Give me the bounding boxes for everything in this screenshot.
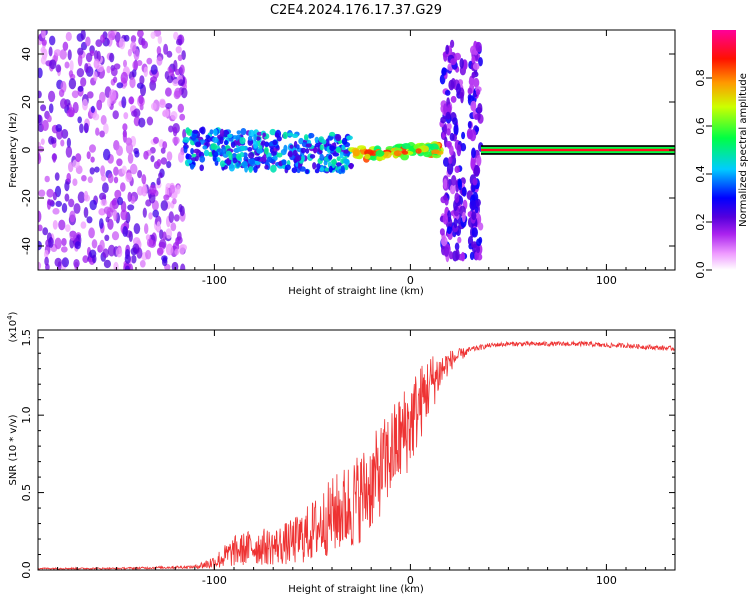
- colorbar-tick-label: 0.4: [694, 165, 707, 183]
- spectrogram-x-ticks: -100 0 100: [57, 30, 666, 287]
- spectrogram-y-tick-label: 20: [20, 95, 33, 109]
- snr-y-ticks: 0.0 0.5 1.0 1.5: [20, 329, 675, 579]
- chart-title: C2E4.2024.176.17.37.G29: [270, 3, 442, 18]
- colorbar-scale: [712, 30, 736, 270]
- snr-x-ticks: -100 0 100: [57, 330, 666, 587]
- snr-plot-area: [38, 340, 675, 570]
- spectrogram-plot-area: [38, 30, 675, 270]
- spectrogram-panel: -100 0 100 -40 -20 0 20 40 Height of straight …: [8, 29, 676, 297]
- snr-y-tick-label: 0.0: [20, 561, 33, 579]
- spectrogram-x-label: Height of straight line (km): [288, 286, 424, 297]
- colorbar-tick-label: 0.8: [694, 69, 707, 87]
- spectrogram-x-tick-label: -100: [202, 274, 227, 287]
- snr-x-tick-label: 0: [407, 574, 414, 587]
- spectrogram-y-tick-label: -20: [20, 189, 33, 207]
- spectrogram-y-ticks: -40 -20 0 20 40: [20, 47, 675, 255]
- spectrogram-y-tick-label: 0: [20, 147, 33, 154]
- snr-x-tick-label: -100: [202, 574, 227, 587]
- snr-x-tick-label: 100: [596, 574, 617, 587]
- snr-panel: -100 0 100 0.0 0.5 1.0 1.5 Height of straight…: [6, 311, 676, 595]
- spectrogram-region-spikes: [439, 39, 484, 263]
- spectrogram-region-carrier: [480, 145, 675, 155]
- snr-y-multiplier: (x104): [6, 311, 19, 342]
- snr-x-label: Height of straight line (km): [288, 584, 424, 595]
- spectrogram-x-tick-label: 0: [407, 274, 414, 287]
- colorbar-tick-label: 0.0: [694, 261, 707, 279]
- colorbar-ticks: 0.0 0.2 0.4 0.6 0.8: [694, 69, 712, 279]
- spectrogram-region-band: [182, 126, 354, 175]
- snr-y-tick-label: 1.0: [20, 406, 33, 424]
- spectrogram-y-tick-label: 40: [20, 47, 33, 61]
- colorbar-tick-label: 0.2: [694, 213, 707, 231]
- spectrogram-x-tick-label: 100: [596, 274, 617, 287]
- colorbar-tick-label: 0.6: [694, 117, 707, 135]
- snr-y-tick-label: 0.5: [20, 484, 33, 502]
- colorbar-label: Normalized spectral amplitude: [738, 73, 749, 227]
- snr-y-tick-label: 1.5: [20, 329, 33, 347]
- spectrogram-y-tick-label: -40: [20, 237, 33, 255]
- spectrogram-region-noise: [38, 30, 188, 270]
- colorbar: 0.0 0.2 0.4 0.6 0.8 Normalized spectral ampl…: [694, 30, 749, 279]
- spectrogram-region-line: [348, 141, 444, 163]
- snr-frame: [37, 329, 676, 571]
- spectrogram-y-label: Frequency (Hz): [8, 112, 19, 188]
- snr-series-line: [38, 340, 675, 570]
- snr-y-label: SNR (10 * v/v): [8, 414, 19, 485]
